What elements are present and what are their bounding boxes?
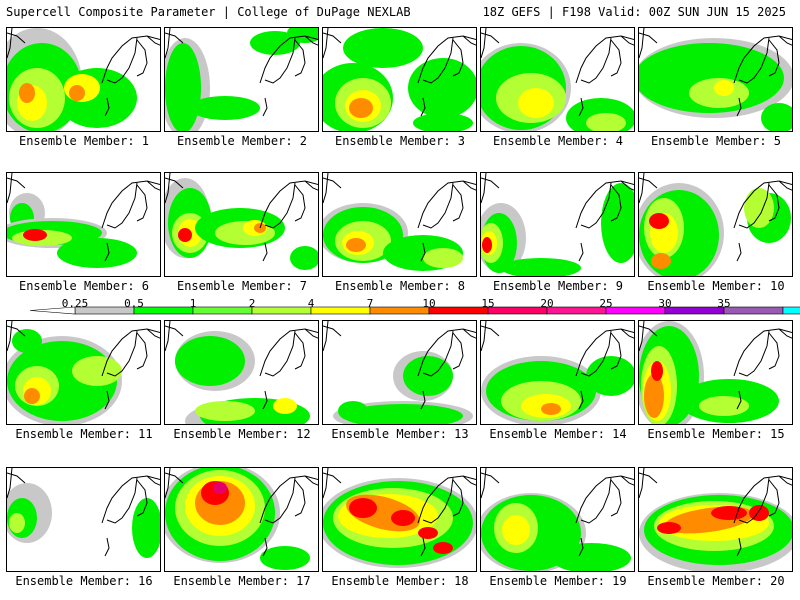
scp-shading-map	[323, 173, 476, 271]
scp-shading-map	[639, 321, 792, 424]
ensemble-member-label: Ensemble Member: 15	[647, 427, 785, 441]
scp-shading-map	[7, 173, 160, 268]
ensemble-member-map	[638, 27, 793, 132]
scp-shading-map	[481, 468, 634, 571]
ensemble-member-label: Ensemble Member: 14	[489, 427, 627, 441]
ensemble-member-label: Ensemble Member: 4	[492, 134, 624, 148]
scp-shading-map	[639, 173, 792, 276]
scp-shading-map	[165, 468, 318, 570]
colorbar-tick-label: 30	[658, 297, 672, 310]
ensemble-member-label: Ensemble Member: 11	[15, 427, 153, 441]
colorbar-tick-label: 4	[307, 297, 315, 310]
ensemble-member-map	[480, 467, 635, 572]
ensemble-member-label: Ensemble Member: 18	[331, 574, 469, 588]
colorbar-swatch	[369, 306, 430, 315]
scp-shading-map	[639, 468, 792, 571]
colorbar-end-arrow	[29, 306, 76, 315]
ensemble-member-map	[322, 320, 477, 425]
ensemble-member-label: Ensemble Member: 9	[492, 279, 624, 293]
scp-shading-map	[481, 321, 634, 424]
colorbar-tick-label: 2	[248, 297, 256, 310]
ensemble-member-map	[322, 27, 477, 132]
ensemble-member-map	[164, 27, 319, 132]
colorbar-tick-label: 15	[481, 297, 495, 310]
ensemble-member-label: Ensemble Member: 13	[331, 427, 469, 441]
chart-title: Supercell Composite Parameter | College …	[6, 5, 411, 19]
scp-shading-map	[323, 28, 476, 131]
colorbar-swatch	[310, 306, 371, 315]
scp-shading-map	[481, 28, 634, 131]
scp-shading-map	[323, 321, 476, 424]
colorbar-swatch	[723, 306, 784, 315]
colorbar-tick-label: 1	[189, 297, 197, 310]
ensemble-member-label: Ensemble Member: 16	[15, 574, 153, 588]
ensemble-member-label: Ensemble Member: 3	[334, 134, 466, 148]
colorbar-tick-label: 10	[422, 297, 436, 310]
colorbar-swatch	[664, 306, 725, 315]
ensemble-member-label: Ensemble Member: 12	[173, 427, 311, 441]
ensemble-member-map	[6, 320, 161, 425]
ensemble-member-map	[164, 172, 319, 277]
colorbar	[29, 306, 800, 315]
ensemble-member-label: Ensemble Member: 5	[650, 134, 782, 148]
ensemble-member-label: Ensemble Member: 6	[18, 279, 150, 293]
ensemble-member-map	[480, 320, 635, 425]
colorbar-swatch	[546, 306, 607, 315]
ensemble-member-map	[6, 27, 161, 132]
ensemble-member-label: Ensemble Member: 7	[176, 279, 308, 293]
ensemble-member-map	[638, 467, 793, 572]
ensemble-member-label: Ensemble Member: 10	[647, 279, 785, 293]
ensemble-member-label: Ensemble Member: 1	[18, 134, 150, 148]
colorbar-swatch	[428, 306, 489, 315]
ensemble-member-map	[638, 320, 793, 425]
colorbar-swatch	[487, 306, 548, 315]
scp-shading-map	[639, 28, 792, 131]
scp-shading-map	[7, 468, 160, 558]
ensemble-member-label: Ensemble Member: 17	[173, 574, 311, 588]
ensemble-member-label: Ensemble Member: 19	[489, 574, 627, 588]
colorbar-tick-label: 25	[599, 297, 613, 310]
ensemble-member-label: Ensemble Member: 20	[647, 574, 785, 588]
ensemble-member-map	[480, 172, 635, 277]
ensemble-member-map	[6, 467, 161, 572]
colorbar-swatch	[605, 306, 666, 315]
colorbar-tick-label: 7	[366, 297, 374, 310]
scp-shading-map	[165, 321, 318, 424]
run-valid-time: 18Z GEFS | F198 Valid: 00Z SUN JUN 15 20…	[482, 5, 786, 19]
scp-shading-map	[323, 468, 476, 568]
scp-shading-map	[7, 28, 160, 131]
ensemble-member-map	[322, 467, 477, 572]
colorbar-tick-label: 0.25	[61, 297, 89, 310]
ensemble-member-map	[638, 172, 793, 277]
ensemble-member-label: Ensemble Member: 8	[334, 279, 466, 293]
colorbar-tick-label: 20	[540, 297, 554, 310]
colorbar-tick-label: 0.5	[124, 297, 144, 310]
scp-shading-map	[7, 321, 160, 424]
ensemble-member-map	[322, 172, 477, 277]
colorbar-swatch	[782, 306, 800, 315]
scp-shading-map	[481, 173, 634, 276]
colorbar-swatch	[192, 306, 253, 315]
scp-shading-map	[165, 173, 318, 270]
ensemble-member-label: Ensemble Member: 2	[176, 134, 308, 148]
colorbar-tick-label: 35	[717, 297, 731, 310]
ensemble-member-map	[164, 320, 319, 425]
scp-shading-map	[165, 28, 318, 131]
colorbar-swatch	[251, 306, 312, 315]
ensemble-member-map	[480, 27, 635, 132]
ensemble-member-map	[6, 172, 161, 277]
ensemble-member-map	[164, 467, 319, 572]
